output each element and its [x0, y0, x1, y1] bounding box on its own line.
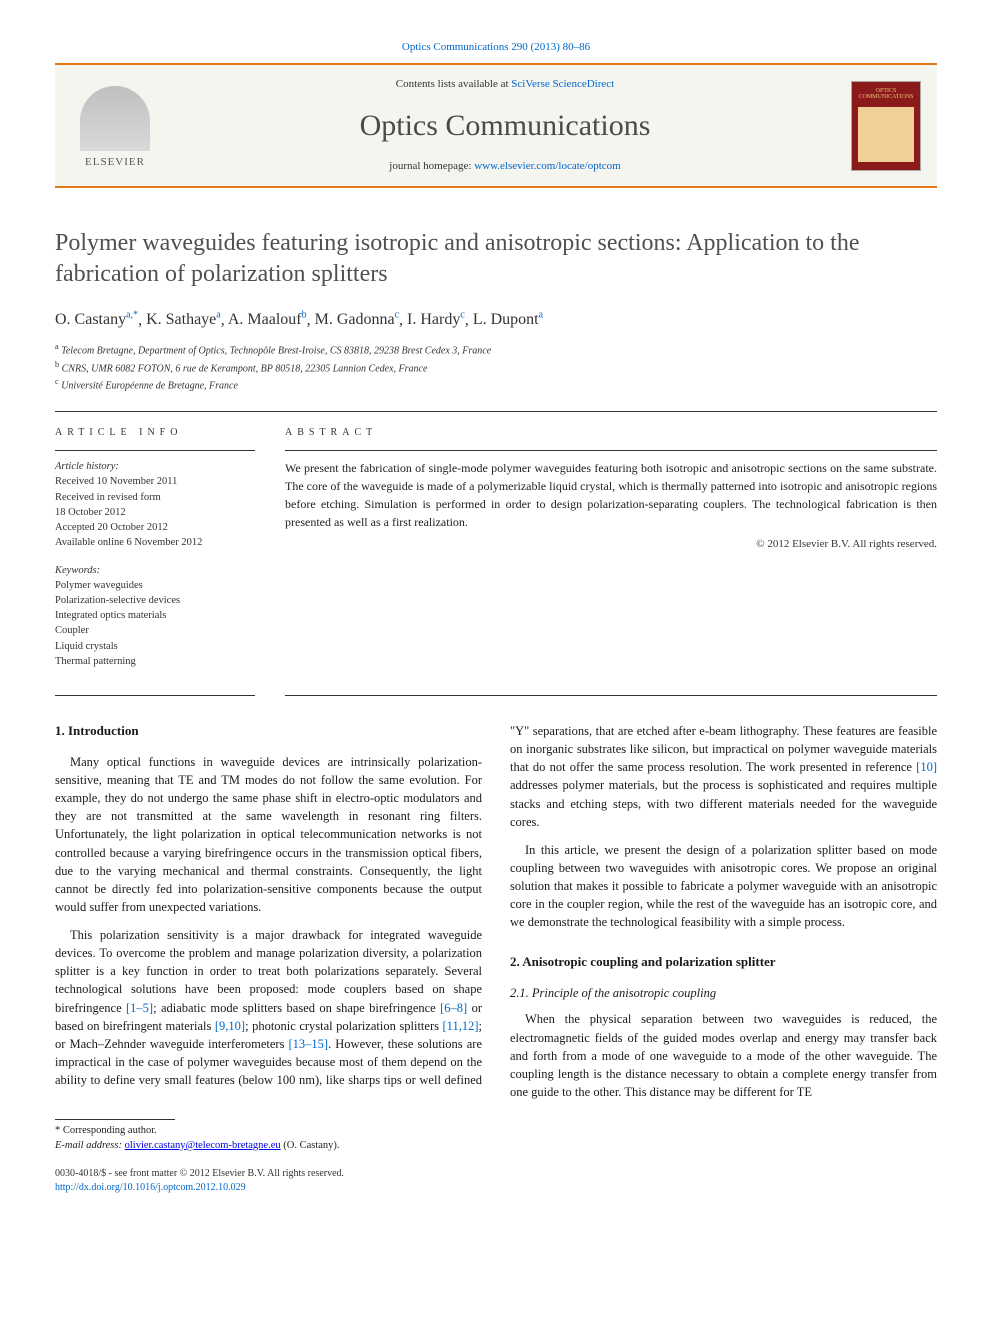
history-line: Accepted 20 October 2012	[55, 520, 255, 535]
ref-link[interactable]: [1–5]	[126, 1001, 153, 1015]
corresponding-author: * Corresponding author.	[55, 1124, 937, 1139]
journal-cover-thumbnail: OPTICS COMMUNICATIONS	[851, 81, 921, 171]
article-history: Article history: Received 10 November 20…	[55, 459, 255, 550]
running-head-journal: Optics Communications	[402, 41, 509, 53]
paragraph: Many optical functions in waveguide devi…	[55, 753, 482, 916]
affiliations: a Telecom Bretagne, Department of Optics…	[55, 341, 937, 393]
rule	[55, 695, 255, 696]
rule	[55, 450, 255, 451]
affiliation: c Université Européenne de Bretagne, Fra…	[55, 376, 937, 393]
cover-body	[858, 107, 914, 162]
elsevier-tree-icon	[80, 86, 150, 151]
history-line: Received 10 November 2011	[55, 474, 255, 489]
info-abstract-row: article info Article history: Received 1…	[55, 426, 937, 681]
history-label: Article history:	[55, 459, 255, 474]
section-heading: 2. Anisotropic coupling and polarization…	[510, 953, 937, 972]
rule	[285, 695, 937, 696]
contents-prefix: Contents lists available at	[396, 78, 511, 90]
journal-header: ELSEVIER Contents lists available at Sci…	[55, 63, 937, 188]
running-head-link[interactable]: Optics Communications 290 (2013) 80–86	[402, 41, 590, 53]
abstract-heading: abstract	[285, 426, 937, 440]
contents-line: Contents lists available at SciVerse Sci…	[175, 77, 835, 92]
article-title: Polymer waveguides featuring isotropic a…	[55, 228, 937, 290]
email-label: E-mail address:	[55, 1140, 122, 1151]
sciencedirect-link[interactable]: SciVerse ScienceDirect	[511, 78, 614, 90]
subsection-heading: 2.1. Principle of the anisotropic coupli…	[510, 984, 937, 1002]
issn-line: 0030-4018/$ - see front matter © 2012 El…	[55, 1167, 937, 1181]
journal-name: Optics Communications	[175, 105, 835, 147]
bottom-meta: 0030-4018/$ - see front matter © 2012 El…	[55, 1167, 937, 1195]
running-head: Optics Communications 290 (2013) 80–86	[55, 40, 937, 55]
affiliation: a Telecom Bretagne, Department of Optics…	[55, 341, 937, 358]
doi-link[interactable]: http://dx.doi.org/10.1016/j.optcom.2012.…	[55, 1182, 246, 1193]
abstract-text: We present the fabrication of single-mod…	[285, 459, 937, 531]
authors-line: O. Castanya,*, K. Sathayea, A. Maaloufb,…	[55, 309, 937, 332]
ref-link[interactable]: [10]	[916, 760, 937, 774]
keyword: Coupler	[55, 623, 255, 638]
keywords-block: Keywords: Polymer waveguides Polarizatio…	[55, 563, 255, 670]
history-line: Available online 6 November 2012	[55, 535, 255, 550]
paragraph: In this article, we present the design o…	[510, 841, 937, 932]
article-info-column: article info Article history: Received 1…	[55, 426, 255, 681]
keyword: Thermal patterning	[55, 654, 255, 669]
homepage-prefix: journal homepage:	[389, 160, 474, 172]
ref-link[interactable]: [13–15]	[289, 1037, 329, 1051]
author: A. Maaloufb	[228, 311, 307, 328]
email-line: E-mail address: olivier.castany@telecom-…	[55, 1139, 937, 1154]
keyword: Polymer waveguides	[55, 578, 255, 593]
article-info-heading: article info	[55, 426, 255, 440]
rule	[55, 411, 937, 412]
history-line: Received in revised form	[55, 490, 255, 505]
history-line: 18 October 2012	[55, 505, 255, 520]
affiliation: b CNRS, UMR 6082 FOTON, 6 rue de Kerampo…	[55, 359, 937, 376]
elsevier-wordmark: ELSEVIER	[85, 155, 145, 170]
header-center: Contents lists available at SciVerse Sci…	[175, 77, 835, 174]
elsevier-logo: ELSEVIER	[71, 81, 159, 171]
footnotes: * Corresponding author. E-mail address: …	[55, 1124, 937, 1153]
ref-link[interactable]: [9,10]	[215, 1019, 245, 1033]
keywords-label: Keywords:	[55, 563, 255, 578]
homepage-link[interactable]: www.elsevier.com/locate/optcom	[474, 160, 621, 172]
section-heading: 1. Introduction	[55, 722, 482, 741]
cover-title: OPTICS COMMUNICATIONS	[855, 88, 917, 101]
keyword: Integrated optics materials	[55, 608, 255, 623]
ref-link[interactable]: [6–8]	[440, 1001, 467, 1015]
paragraph: When the physical separation between two…	[510, 1010, 937, 1101]
author: I. Hardyc	[407, 311, 465, 328]
footnote-rule	[55, 1119, 175, 1120]
running-head-volpages: 290 (2013) 80–86	[511, 41, 590, 53]
email-link[interactable]: olivier.castany@telecom-bretagne.eu	[125, 1140, 281, 1151]
author: L. Duponta	[473, 311, 543, 328]
abstract-copyright: © 2012 Elsevier B.V. All rights reserved…	[285, 537, 937, 552]
ref-link[interactable]: [11,12]	[443, 1019, 479, 1033]
keyword: Liquid crystals	[55, 639, 255, 654]
homepage-line: journal homepage: www.elsevier.com/locat…	[175, 159, 835, 174]
email-author: (O. Castany).	[283, 1140, 339, 1151]
abstract-column: abstract We present the fabrication of s…	[285, 426, 937, 681]
author: O. Castanya,*	[55, 311, 138, 328]
author: K. Sathayea	[146, 311, 221, 328]
keyword: Polarization-selective devices	[55, 593, 255, 608]
rule	[285, 450, 937, 451]
author: M. Gadonnac	[315, 311, 399, 328]
body-columns: 1. Introduction Many optical functions i…	[55, 722, 937, 1101]
